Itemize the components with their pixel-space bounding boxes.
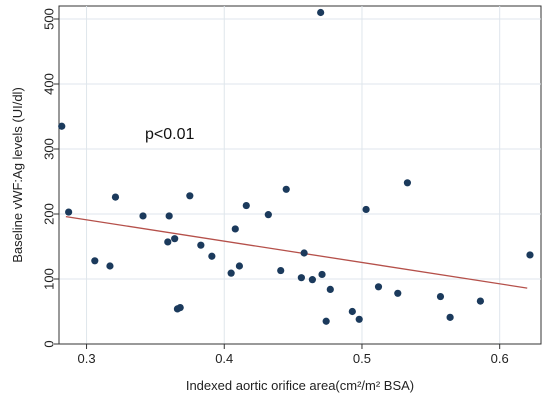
- data-point: [317, 8, 325, 17]
- data-point: [326, 285, 334, 293]
- data-point: [308, 276, 316, 284]
- data-point: [355, 315, 363, 323]
- data-point: [318, 270, 326, 279]
- x-tick-label: 0.3: [78, 351, 96, 366]
- data-point: [65, 208, 73, 216]
- data-point: [176, 304, 184, 312]
- x-tick-label: 0.5: [353, 351, 371, 366]
- y-axis-ticks: 0 100 200 300 400 500: [42, 8, 59, 348]
- data-point: [171, 235, 179, 243]
- data-point: [197, 241, 205, 249]
- data-point: [58, 122, 66, 130]
- y-tick-label: 200: [42, 203, 57, 225]
- data-point: [446, 313, 454, 321]
- data-point: [235, 262, 244, 270]
- y-tick-label: 500: [42, 8, 57, 30]
- data-point: [227, 269, 235, 277]
- data-point: [165, 212, 173, 220]
- data-point: [242, 201, 250, 210]
- data-point: [282, 185, 290, 193]
- data-points: [58, 8, 534, 325]
- plot-frame: [58, 5, 542, 345]
- y-tick-label: 100: [42, 268, 57, 290]
- data-point: [106, 262, 114, 270]
- data-point: [348, 307, 356, 316]
- y-tick-label: 0: [42, 340, 57, 347]
- data-point: [186, 192, 194, 200]
- data-point: [297, 274, 305, 282]
- data-point: [300, 249, 308, 257]
- data-point: [394, 289, 402, 297]
- data-point: [403, 179, 412, 187]
- data-point: [231, 225, 239, 233]
- p-value-annotation: p<0.01: [145, 126, 194, 143]
- data-point: [164, 238, 172, 246]
- data-point: [277, 266, 285, 275]
- y-tick-label: 400: [42, 73, 57, 95]
- data-point: [322, 317, 330, 325]
- x-axis-ticks: 0.3 0.4 0.5 0.6: [78, 344, 509, 366]
- y-tick-label: 300: [42, 138, 57, 160]
- data-point: [208, 252, 216, 260]
- axes: [58, 6, 541, 345]
- data-point: [91, 257, 99, 265]
- data-point: [264, 211, 272, 219]
- y-axis-title: Baseline vWF:Ag levels (UI/dl): [10, 87, 25, 263]
- x-axis-title: Indexed aortic orifice area(cm²/m² BSA): [186, 378, 414, 393]
- x-tick-label: 0.4: [215, 351, 233, 366]
- data-point: [111, 193, 120, 201]
- data-point: [526, 251, 534, 259]
- data-point: [139, 212, 147, 220]
- data-point: [436, 292, 445, 301]
- data-point: [374, 283, 383, 291]
- x-tick-label: 0.6: [491, 351, 509, 366]
- data-point: [476, 297, 485, 305]
- regression-line-group: [65, 215, 528, 289]
- regression-line: [65, 215, 528, 289]
- data-point: [362, 205, 370, 214]
